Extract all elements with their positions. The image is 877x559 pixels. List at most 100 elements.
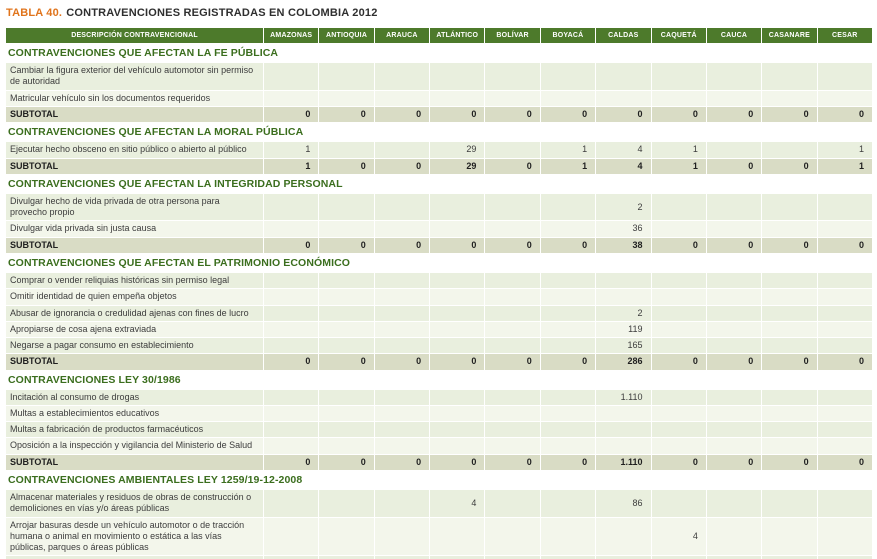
table-row: Divulgar hecho de vida privada de otra p… [5,192,874,222]
cell-value [816,489,874,518]
cell-value [650,404,707,423]
column-header: CALDAS [595,27,652,44]
cell-value [429,516,486,557]
cell-value [761,437,818,455]
cell-value: 38 [595,236,652,254]
row-label: Apropiarse de cosa ajena extraviada [5,320,264,339]
section-header-row: CONTRAVENCIONES LEY 30/1986 [5,369,873,390]
table-row: Ejecutar hecho obsceno en sitio público … [5,141,874,159]
table-row: Negarse a pagar consumo en establecimien… [5,336,874,355]
section-header-row: CONTRAVENCIONES QUE AFECTAN LA INTEGRIDA… [5,173,873,194]
cell-value: 0 [262,105,320,124]
cell-value [816,336,874,355]
cell-value [650,271,707,290]
cell-value: 0 [816,236,874,254]
cell-value [816,421,874,439]
cell-value [816,220,874,238]
cell-value [429,437,486,455]
cell-value: 0 [373,353,431,371]
cell-value [373,288,431,306]
cell-value [761,336,818,355]
subtotal-row: SUBTOTAL 1 0 0 29 0 1 4 1 0 0 1 [5,157,874,175]
cell-value [373,516,431,557]
row-label: Matricular vehículo sin los documentos r… [5,89,264,107]
section-title: CONTRAVENCIONES QUE AFECTAN EL PATRIMONI… [5,252,873,274]
cell-value: 0 [539,353,597,371]
cell-value: 119 [595,320,652,339]
cell-value [318,288,375,306]
cell-value [318,421,375,439]
cell-value [705,288,763,306]
cell-value [816,192,874,222]
section-header-row: CONTRAVENCIONES QUE AFECTAN LA FE PÚBLIC… [5,42,873,64]
cell-value [650,220,707,238]
column-header: BOYACÁ [539,27,597,44]
cell-value [484,141,541,159]
cell-value [761,141,818,159]
cell-value: 4 [595,141,652,159]
cell-value: 0 [705,105,763,124]
cell-value [262,89,320,107]
cell-value: 0 [761,157,818,175]
cell-value: 4 [650,516,707,557]
cell-value [484,421,541,439]
table-row: Matricular vehículo sin los documentos r… [5,89,874,107]
cell-value [318,271,375,290]
cell-value [761,271,818,290]
cell-value [595,404,652,423]
cell-value [373,437,431,455]
row-label: Omitir identidad de quien empeña objetos [5,288,264,306]
row-label: Multas a establecimientos educativos [5,404,264,423]
table-row: Oposición a la inspección y vigilancia d… [5,437,874,455]
cell-value: 0 [484,453,541,471]
cell-value: 0 [761,353,818,371]
column-header: CAQUETÁ [650,27,707,44]
row-label: Arrojar basuras desde un vehículo automo… [5,516,264,557]
cell-value [761,288,818,306]
subtotal-row: SUBTOTAL 0 0 0 0 0 0 38 0 0 0 0 [5,236,874,254]
cell-value [705,437,763,455]
cell-value: 0 [650,105,707,124]
table-title-text: CONTRAVENCIONES REGISTRADAS EN COLOMBIA … [66,7,378,19]
cell-value: 0 [484,236,541,254]
column-header: CAUCA [705,27,763,44]
table-row: Almacenar materiales y residuos de obras… [5,489,874,518]
row-label: Multas a fabricación de productos farmac… [5,421,264,439]
cell-value [539,336,597,355]
cell-value [595,62,652,91]
cell-value [484,220,541,238]
row-label: Comprar o vender reliquias históricas si… [5,271,264,290]
row-label: Abusar de ignorancia o credulidad ajenas… [5,304,264,322]
cell-value [650,437,707,455]
cell-value [539,89,597,107]
cell-value: 0 [705,353,763,371]
section-title: CONTRAVENCIONES QUE AFECTAN LA INTEGRIDA… [5,173,873,194]
cell-value [539,404,597,423]
cell-value [318,220,375,238]
cell-value: 1.110 [595,388,652,406]
cell-value [373,141,431,159]
cell-value: 165 [595,336,652,355]
section-title: CONTRAVENCIONES QUE AFECTAN LA FE PÚBLIC… [5,42,873,64]
cell-value [705,89,763,107]
cell-value: 0 [484,157,541,175]
cell-value [595,437,652,455]
cell-value: 0 [373,157,431,175]
cell-value [318,304,375,322]
cell-value [484,437,541,455]
cell-value: 0 [816,105,874,124]
cell-value [539,437,597,455]
cell-value [539,192,597,222]
cell-value [761,320,818,339]
cell-value [761,62,818,91]
cell-value: 0 [484,105,541,124]
cell-value [262,437,320,455]
cell-value: 0 [650,236,707,254]
cell-value: 0 [373,453,431,471]
cell-value [373,220,431,238]
cell-value: 86 [595,489,652,518]
section-title: CONTRAVENCIONES QUE AFECTAN LA MORAL PÚB… [5,122,873,143]
cell-value [650,89,707,107]
section-header-row: CONTRAVENCIONES QUE AFECTAN LA MORAL PÚB… [5,122,873,143]
description-column-header: DESCRIPCIÓN CONTRAVENCIONAL [5,27,264,44]
